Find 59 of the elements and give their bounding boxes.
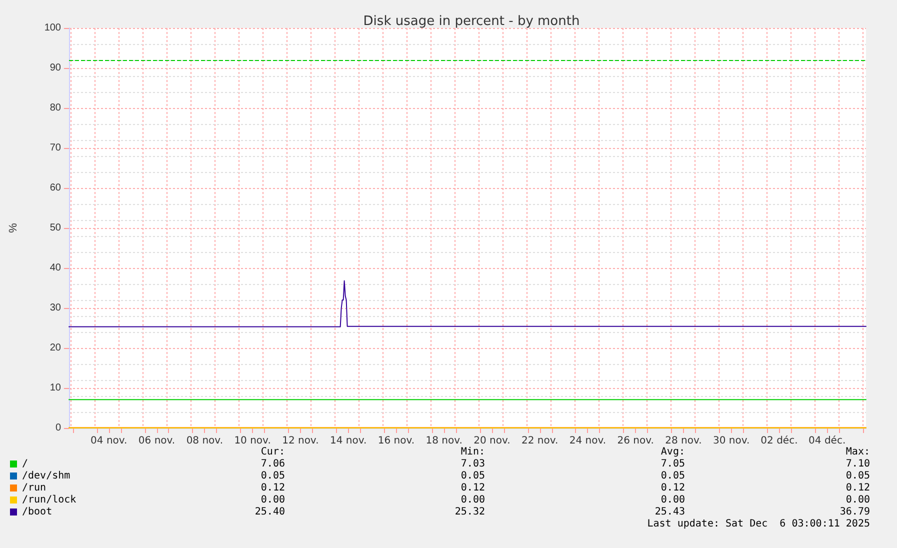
y-tick-label: 70 (50, 142, 62, 154)
x-tick-label: 08 nov. (186, 436, 224, 446)
y-tick-label: 20 (50, 342, 62, 354)
x-tick-label: 06 nov. (138, 436, 176, 446)
legend-label: /boot (22, 506, 52, 518)
text: 0.12 (660, 482, 685, 494)
text: 7.06 (260, 458, 285, 470)
x-tick-label: 20 nov. (474, 436, 510, 446)
x-tick-label: 02 déc. (760, 436, 798, 446)
text: 7.03 (460, 458, 485, 470)
text: 0.00 (460, 494, 485, 506)
y-tick-label: 10 (50, 382, 62, 394)
x-tick-label: 12 nov. (282, 436, 319, 446)
x-tick-label: 14 nov. (330, 436, 367, 446)
y-tick-label: 90 (50, 62, 62, 74)
legend-label: /run/lock (22, 494, 76, 506)
y-tick-label: 30 (50, 302, 62, 314)
text: 0.05 (846, 470, 870, 482)
x-tick-label: 26 nov. (617, 436, 654, 446)
y-tick-label: 60 (50, 182, 62, 194)
text: Min: (460, 446, 485, 458)
x-tick-label: 28 nov. (665, 436, 702, 446)
text: Avg: (660, 446, 685, 458)
text: 0.00 (846, 494, 870, 506)
text: 0.00 (660, 494, 685, 506)
text: Cur: (260, 446, 285, 458)
text: 25.40 (254, 506, 285, 518)
text: 36.79 (840, 506, 870, 518)
y-tick-label: 100 (44, 22, 62, 34)
legend-label: /run (22, 482, 46, 494)
text: 0.12 (260, 482, 285, 494)
y-axis-title: % (8, 222, 20, 233)
y-tick-label: 40 (50, 262, 62, 274)
x-tick-label: 22 nov. (521, 436, 558, 446)
text: 0.00 (260, 494, 285, 506)
text: 7.05 (660, 458, 685, 470)
y-tick-label: 0 (55, 422, 62, 434)
text: 25.43 (654, 506, 685, 518)
chart-title: Disk usage in percent - by month (363, 14, 580, 29)
text: 0.05 (260, 470, 285, 482)
text: 25.32 (454, 506, 485, 518)
text: 0.05 (660, 470, 685, 482)
text: 7.10 (846, 458, 870, 470)
x-tick-label: 04 nov. (90, 436, 128, 446)
x-tick-label: 24 nov. (569, 436, 606, 446)
text: 0.12 (846, 482, 870, 494)
x-tick-label: 30 nov. (712, 436, 750, 446)
y-tick-label: 80 (50, 102, 62, 114)
legend-label: /dev/shm (22, 470, 70, 482)
x-tick-label: 16 nov. (378, 436, 415, 446)
x-tick-label: 04 déc. (808, 436, 846, 446)
text: Last update: Sat Dec 6 03:00:11 2025 (647, 518, 870, 530)
text: 0.12 (460, 482, 485, 494)
x-tick-label: 10 nov. (234, 436, 271, 446)
x-tick-label: 18 nov. (426, 436, 462, 446)
legend-label: / (22, 458, 28, 470)
text: 0.05 (460, 470, 485, 482)
text: Max: (846, 446, 870, 458)
y-tick-label: 50 (50, 222, 62, 234)
